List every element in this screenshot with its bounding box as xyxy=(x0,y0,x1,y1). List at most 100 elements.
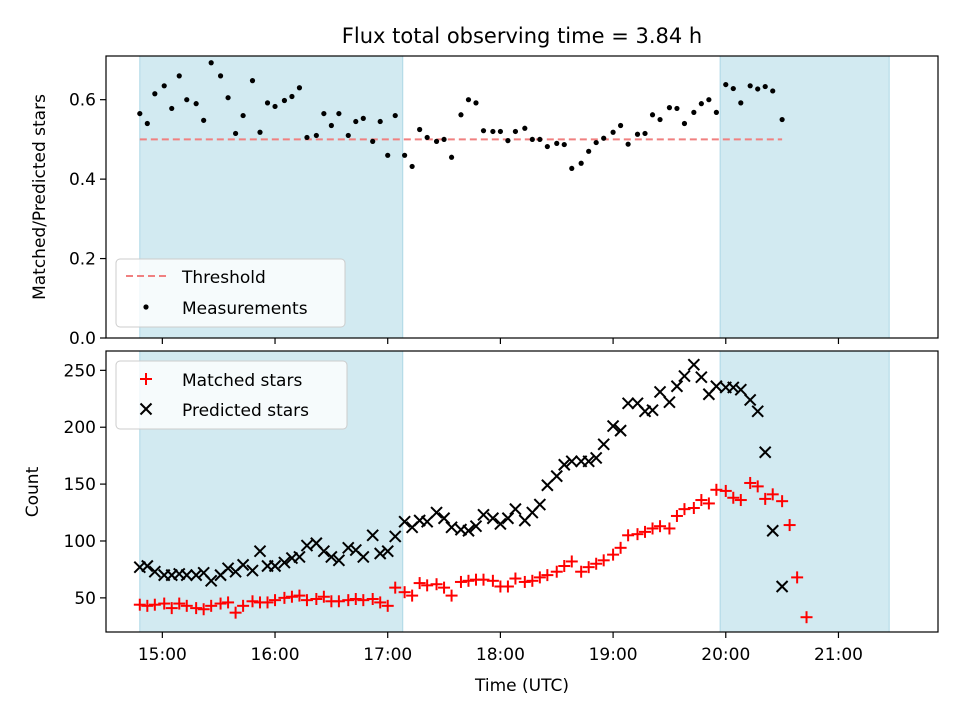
matched-point-30 xyxy=(374,596,387,609)
predicted-point-54 xyxy=(565,455,578,468)
predicted-point-38 xyxy=(437,512,451,525)
matched-point-35 xyxy=(413,577,426,590)
predicted-point-79-b xyxy=(766,524,779,537)
predicted-point-53-b xyxy=(558,458,571,471)
predicted-point-15-b xyxy=(253,545,267,558)
legend-measurements-swatch xyxy=(143,304,149,310)
matched-point-31 xyxy=(381,599,394,612)
measurement-point-37 xyxy=(433,138,440,144)
matched-point-60 xyxy=(614,541,627,554)
predicted-point-50 xyxy=(533,498,547,511)
predicted-point-43-b xyxy=(477,508,490,522)
measurement-point-47 xyxy=(512,128,519,135)
predicted-point-21 xyxy=(300,539,314,552)
matched-point-19 xyxy=(285,590,298,603)
matched-point-70 xyxy=(695,494,708,507)
legend-matched-swatch xyxy=(140,373,152,385)
measurement-point-4 xyxy=(169,105,175,112)
bottom-predicted-points xyxy=(133,358,789,593)
bottom-xtick-label-1: 16:00 xyxy=(251,645,300,665)
matched-point-66 xyxy=(663,522,676,535)
measurement-point-50 xyxy=(537,136,543,143)
predicted-point-45-b xyxy=(494,517,507,531)
bottom-ytick-label-0: 50 xyxy=(74,589,96,609)
predicted-point-36-b xyxy=(420,515,434,528)
measurement-point-49 xyxy=(529,136,535,143)
measurement-point-54 xyxy=(569,165,575,172)
predicted-point-37 xyxy=(430,506,443,519)
predicted-point-28 xyxy=(357,550,370,564)
measurement-point-17 xyxy=(272,103,278,110)
measurement-point-20 xyxy=(296,85,303,91)
bottom-xtick-label-3: 18:00 xyxy=(476,645,525,665)
measurement-point-9 xyxy=(208,60,214,66)
predicted-point-46 xyxy=(501,512,515,525)
measurement-point-60 xyxy=(618,122,624,129)
predicted-point-29 xyxy=(366,529,379,542)
matched-point-55 xyxy=(575,565,588,578)
predicted-point-46-b xyxy=(501,512,515,525)
predicted-point-76 xyxy=(743,393,757,407)
predicted-point-18 xyxy=(278,556,291,569)
predicted-point-67-b xyxy=(670,380,684,393)
matched-point-81 xyxy=(783,519,796,532)
measurement-point-12 xyxy=(232,130,239,137)
predicted-point-69 xyxy=(687,358,701,371)
predicted-point-9-b xyxy=(204,574,218,588)
matched-point-56 xyxy=(582,561,595,574)
predicted-point-50-b xyxy=(533,498,547,511)
matched-point-20 xyxy=(293,589,306,602)
predicted-point-25-b xyxy=(332,554,346,567)
predicted-point-57 xyxy=(589,451,603,465)
legend-predicted-label: Predicted stars xyxy=(182,401,309,421)
measurement-point-35 xyxy=(417,126,423,133)
predicted-point-51 xyxy=(541,479,554,492)
measurement-point-76 xyxy=(747,83,753,89)
measurement-point-71 xyxy=(706,97,712,103)
predicted-point-8-b xyxy=(197,566,210,580)
bottom-plot-frame xyxy=(105,350,939,633)
measurement-point-10 xyxy=(217,73,224,79)
legend-threshold-label: Threshold xyxy=(181,268,266,288)
measurement-point-77 xyxy=(755,86,761,92)
predicted-point-36 xyxy=(420,515,434,528)
predicted-point-56-b xyxy=(582,455,595,468)
predicted-point-31-b xyxy=(381,545,394,558)
measurement-point-21 xyxy=(304,134,310,141)
predicted-point-21-b xyxy=(300,539,314,552)
predicted-point-14-b xyxy=(246,564,259,577)
predicted-point-60-b xyxy=(614,424,627,437)
predicted-point-7-b xyxy=(189,568,203,582)
measurement-point-57 xyxy=(593,139,599,146)
predicted-point-33-b xyxy=(398,515,411,528)
predicted-point-23-b xyxy=(317,545,331,558)
bottom-y-axis: 50 100 150 200 250 xyxy=(64,361,106,609)
measurement-point-38 xyxy=(441,136,447,143)
measurement-point-7 xyxy=(193,101,199,107)
matched-point-74 xyxy=(727,491,740,504)
measurement-point-34 xyxy=(409,163,415,170)
predicted-point-61 xyxy=(621,397,635,410)
predicted-point-26 xyxy=(342,541,355,555)
matched-point-68 xyxy=(678,503,691,516)
predicted-point-17 xyxy=(268,559,282,573)
measurement-point-48 xyxy=(522,125,528,131)
matched-point-62 xyxy=(631,528,644,541)
top-measurement-points xyxy=(137,60,785,172)
measurement-point-6 xyxy=(184,97,190,103)
measurement-point-53 xyxy=(561,141,567,148)
measurement-point-18 xyxy=(281,97,288,104)
predicted-point-75 xyxy=(734,383,748,396)
predicted-point-44 xyxy=(486,512,500,525)
matched-point-18 xyxy=(278,591,291,604)
predicted-point-2 xyxy=(148,565,162,578)
predicted-point-54-b xyxy=(565,455,578,468)
measurement-point-72 xyxy=(713,109,719,115)
matched-point-58 xyxy=(597,554,610,567)
bottom-xtick-label-5: 20:00 xyxy=(701,645,750,665)
predicted-point-77-b xyxy=(751,405,764,418)
matched-point-39 xyxy=(445,589,458,602)
measurement-point-80 xyxy=(779,116,785,123)
matched-point-48 xyxy=(518,575,531,588)
matched-point-16 xyxy=(261,596,274,609)
